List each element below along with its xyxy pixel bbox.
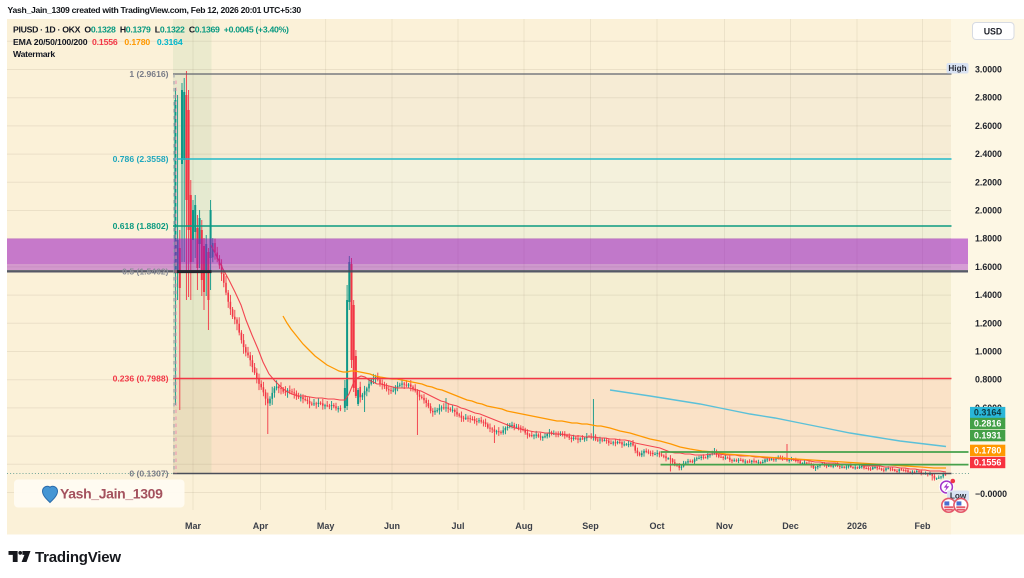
svg-text:Jun: Jun xyxy=(384,521,400,531)
svg-text:TradingView: TradingView xyxy=(35,549,121,566)
svg-text:2.0000: 2.0000 xyxy=(975,206,1002,216)
svg-text:Yash_Jain_1309 created with Tr: Yash_Jain_1309 created with TradingView.… xyxy=(8,5,302,15)
svg-text:1.8000: 1.8000 xyxy=(975,234,1002,244)
svg-text:2026: 2026 xyxy=(847,521,867,531)
svg-text:May: May xyxy=(317,521,335,531)
svg-text:2.8000: 2.8000 xyxy=(975,93,1002,103)
svg-text:Aug: Aug xyxy=(515,521,533,531)
svg-text:Oct: Oct xyxy=(649,521,664,531)
svg-text:0.1931: 0.1931 xyxy=(974,431,1002,441)
svg-text:2.6000: 2.6000 xyxy=(975,121,1002,131)
svg-text:Dec: Dec xyxy=(782,521,799,531)
svg-text:Nov: Nov xyxy=(716,521,733,531)
svg-text:High: High xyxy=(948,64,966,73)
svg-text:Feb: Feb xyxy=(914,521,931,531)
svg-text:1.4000: 1.4000 xyxy=(975,290,1002,300)
svg-text:Apr: Apr xyxy=(253,521,269,531)
svg-text:1 (2.9616): 1 (2.9616) xyxy=(129,69,168,79)
svg-text:3.0000: 3.0000 xyxy=(975,65,1002,75)
svg-text:0.8000: 0.8000 xyxy=(975,375,1002,385)
svg-text:0 (0.1307): 0 (0.1307) xyxy=(129,469,168,479)
svg-text:0.786 (2.3558): 0.786 (2.3558) xyxy=(113,154,169,164)
svg-text:USD: USD xyxy=(984,27,1003,37)
svg-text:Mar: Mar xyxy=(185,521,202,531)
svg-text:EMA 20/50/100/200 0.1556 0.: EMA 20/50/100/200 0.1556 0.1780 0.3164 xyxy=(13,37,183,47)
svg-text:PIUSD · 1D · OKX O0.1328 H0.: PIUSD · 1D · OKX O0.1328 H0.1379 L0.1322… xyxy=(13,25,289,35)
svg-text:0.2816: 0.2816 xyxy=(974,419,1002,429)
svg-text:0.3164: 0.3164 xyxy=(974,408,1002,418)
svg-text:0.236 (0.7988): 0.236 (0.7988) xyxy=(113,374,169,384)
svg-text:Jul: Jul xyxy=(451,521,464,531)
svg-text:1.2000: 1.2000 xyxy=(975,318,1002,328)
svg-text:1.0000: 1.0000 xyxy=(975,347,1002,357)
svg-text:Watermark: Watermark xyxy=(13,49,55,59)
svg-text:−0.0000: −0.0000 xyxy=(975,489,1007,499)
svg-text:2.2000: 2.2000 xyxy=(975,177,1002,187)
svg-text:0.1780: 0.1780 xyxy=(974,446,1002,456)
svg-text:0.1556: 0.1556 xyxy=(974,458,1002,468)
svg-text:Low: Low xyxy=(950,492,967,501)
svg-text:Sep: Sep xyxy=(582,521,599,531)
svg-text:0.618 (1.8802): 0.618 (1.8802) xyxy=(113,221,169,231)
svg-text:Yash_Jain_1309: Yash_Jain_1309 xyxy=(60,486,163,502)
svg-text:0.5 (1.5462): 0.5 (1.5462) xyxy=(122,267,168,277)
svg-text:2.4000: 2.4000 xyxy=(975,149,1002,159)
svg-text:1.6000: 1.6000 xyxy=(975,262,1002,272)
